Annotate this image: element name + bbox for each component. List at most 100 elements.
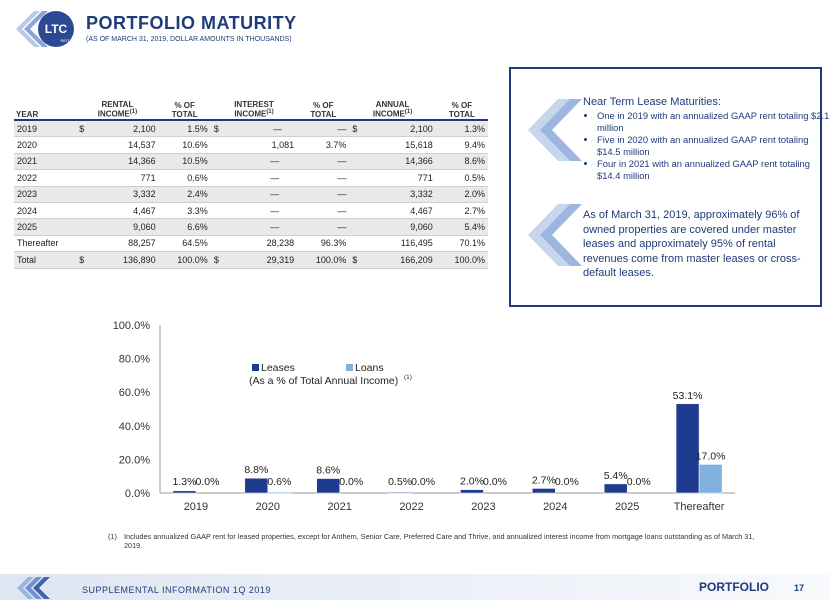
y-tick-label: 100.0% bbox=[113, 320, 151, 332]
year-cell: 2024 bbox=[14, 202, 77, 220]
chevron-decoration-icon bbox=[528, 204, 582, 266]
legend-swatch bbox=[252, 364, 259, 371]
list-item: One in 2019 with an annualized GAAP rent… bbox=[597, 110, 830, 133]
legend-note-ref: (1) bbox=[404, 374, 412, 381]
annual-pct-cell: 1.3% bbox=[435, 120, 488, 138]
annual-cell: 771 bbox=[349, 169, 436, 187]
table-total-row: Total $136,890 100.0% $29,319 100.0% $16… bbox=[14, 251, 488, 269]
col-interest-income: INTEREST INCOME(1) bbox=[210, 91, 298, 121]
lease-bar bbox=[460, 489, 484, 494]
annual-cell: 9,060 bbox=[349, 218, 436, 236]
rental-pct-cell: 2.4% bbox=[158, 186, 211, 203]
annual-cell: $2,100 bbox=[349, 120, 436, 138]
col-interest-pct: % OF TOTAL bbox=[297, 91, 350, 121]
chevron-decoration-icon bbox=[528, 99, 582, 161]
annual-cell: 3,332 bbox=[349, 186, 436, 203]
income-maturity-chart: 0.0%20.0%40.0%60.0%80.0%100.0%1.3% 0.0%20… bbox=[113, 320, 735, 513]
interest-pct-cell: 100.0% bbox=[297, 251, 350, 269]
table-row: 2019 $2,100 1.5% $ — — $2,100 1.3% bbox=[14, 120, 488, 138]
year-cell: Thereafter bbox=[14, 235, 77, 253]
table-row: 2024 4,467 3.3% — — 4,467 2.7% bbox=[14, 202, 488, 220]
loan-data-label: 0.0% bbox=[195, 476, 219, 488]
loan-data-label: 0.0% bbox=[483, 476, 507, 488]
interest-cell: — bbox=[210, 153, 298, 171]
interest-pct-cell: 96.3% bbox=[297, 235, 350, 253]
col-annual-income: ANNUAL INCOME(1) bbox=[349, 91, 436, 121]
y-tick-label: 80.0% bbox=[119, 354, 150, 366]
footer-bar bbox=[0, 574, 830, 604]
x-tick-label: 2025 bbox=[615, 501, 639, 513]
lease-data-label: 8.6% bbox=[316, 465, 340, 477]
x-tick-label: 2020 bbox=[256, 501, 280, 513]
rental-pct-cell: 100.0% bbox=[158, 251, 211, 269]
annual-pct-cell: 8.6% bbox=[435, 153, 488, 171]
annual-pct-cell: 9.4% bbox=[435, 136, 488, 154]
footnote: (1) Includes annualized GAAP rent for le… bbox=[108, 532, 774, 550]
x-tick-label: 2023 bbox=[471, 501, 495, 513]
rental-pct-cell: 1.5% bbox=[158, 120, 211, 138]
x-tick-label: 2021 bbox=[327, 501, 351, 513]
rental-pct-cell: 6.6% bbox=[158, 218, 211, 236]
annual-cell: 4,467 bbox=[349, 202, 436, 220]
table-row: 2021 14,366 10.5% — — 14,366 8.6% bbox=[14, 153, 488, 171]
rental-cell: 14,366 bbox=[76, 153, 159, 171]
annual-pct-cell: 5.4% bbox=[435, 218, 488, 236]
near-term-title: Near Term Lease Maturities: bbox=[583, 96, 721, 108]
rental-cell: 771 bbox=[76, 169, 159, 187]
annual-pct-cell: 0.5% bbox=[435, 169, 488, 187]
lease-data-label: 53.1% bbox=[673, 390, 703, 402]
table-row: Thereafter 88,257 64.5% 28,238 96.3% 116… bbox=[14, 235, 488, 253]
interest-cell: $ — bbox=[210, 120, 298, 138]
x-tick-label: 2019 bbox=[184, 501, 208, 513]
rental-pct-cell: 10.5% bbox=[158, 153, 211, 171]
logo-text: LTC bbox=[45, 22, 68, 36]
interest-cell: — bbox=[210, 169, 298, 187]
loan-bar bbox=[698, 464, 723, 494]
interest-cell: 28,238 bbox=[210, 235, 298, 253]
legend-entry: Loans bbox=[355, 362, 384, 374]
lease-data-label: 0.5% bbox=[388, 476, 412, 488]
lease-data-label: 2.0% bbox=[460, 476, 484, 488]
table-row: 2023 3,332 2.4% — — 3,332 2.0% bbox=[14, 186, 488, 203]
loan-data-label: 0.0% bbox=[411, 476, 435, 488]
rental-pct-cell: 10.6% bbox=[158, 136, 211, 154]
annual-cell: 15,618 bbox=[349, 136, 436, 154]
year-cell: Total bbox=[14, 251, 77, 269]
x-tick-label: 2024 bbox=[543, 501, 567, 513]
annual-pct-cell: 100.0% bbox=[435, 251, 488, 269]
interest-pct-cell: — bbox=[297, 153, 350, 171]
table-header-row: YEAR RENTAL INCOME(1) % OF TOTAL INTEREST I… bbox=[14, 91, 488, 121]
y-tick-label: 40.0% bbox=[119, 421, 150, 433]
annual-cell: 14,366 bbox=[349, 153, 436, 171]
interest-cell: — bbox=[210, 218, 298, 236]
lease-bar bbox=[316, 478, 340, 494]
annual-pct-cell: 70.1% bbox=[435, 235, 488, 253]
legend-note: (As a % of Total Annual Income) bbox=[249, 375, 398, 387]
ltc-logo: LTC REIT bbox=[10, 6, 80, 52]
y-tick-label: 0.0% bbox=[125, 488, 150, 500]
year-cell: 2023 bbox=[14, 186, 77, 203]
interest-cell: — bbox=[210, 186, 298, 203]
near-term-list: One in 2019 with an annualized GAAP rent… bbox=[583, 110, 830, 183]
lease-data-label: 1.3% bbox=[172, 476, 196, 488]
y-tick-label: 60.0% bbox=[119, 387, 150, 399]
lease-bar bbox=[675, 403, 700, 494]
col-year: YEAR bbox=[14, 91, 77, 121]
logo-subtext: REIT bbox=[60, 38, 70, 43]
page-number: 17 bbox=[794, 583, 805, 593]
year-cell: 2019 bbox=[14, 120, 77, 138]
list-item: Four in 2021 with an annualized GAAP ren… bbox=[597, 158, 830, 181]
table-row: 2025 9,060 6.6% — — 9,060 5.4% bbox=[14, 218, 488, 236]
x-tick-label: Thereafter bbox=[674, 501, 725, 513]
interest-pct-cell: — bbox=[297, 169, 350, 187]
annual-pct-cell: 2.0% bbox=[435, 186, 488, 203]
lease-data-label: 8.8% bbox=[244, 464, 268, 476]
rental-pct-cell: 3.3% bbox=[158, 202, 211, 220]
year-cell: 2020 bbox=[14, 136, 77, 154]
legend-entry: Leases bbox=[261, 362, 295, 374]
lease-bar bbox=[532, 488, 556, 494]
lease-bar bbox=[172, 490, 197, 494]
rental-cell: 4,467 bbox=[76, 202, 159, 220]
col-rental-pct: % OF TOTAL bbox=[158, 91, 211, 121]
interest-cell: — bbox=[210, 202, 298, 220]
